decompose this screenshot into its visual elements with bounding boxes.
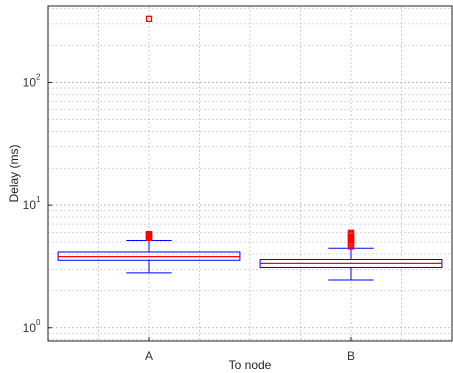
- outlier-point: [347, 229, 355, 236]
- y-tick-exponent: 0: [36, 318, 41, 327]
- y-tick-label: 10: [23, 198, 37, 212]
- plot-area-frame: [47, 5, 453, 342]
- x-axis-label: To node: [229, 358, 272, 372]
- outlier-point: [145, 15, 153, 22]
- y-tick-label: 10: [23, 75, 37, 89]
- box-B: [259, 229, 443, 281]
- y-tick-exponent: 1: [36, 195, 41, 204]
- y-tick-label: 10: [23, 321, 37, 335]
- major-gridlines: [48, 82, 452, 329]
- outlier-point: [145, 230, 153, 238]
- boxes: [57, 15, 443, 281]
- x-tick-label: A: [145, 349, 153, 363]
- y-tick-exponent: 2: [36, 72, 41, 81]
- box-A: [57, 15, 241, 274]
- y-axis-label: Delay (ms): [7, 144, 21, 202]
- x-tick-label: B: [347, 349, 355, 363]
- minor-gridlines: [48, 6, 452, 341]
